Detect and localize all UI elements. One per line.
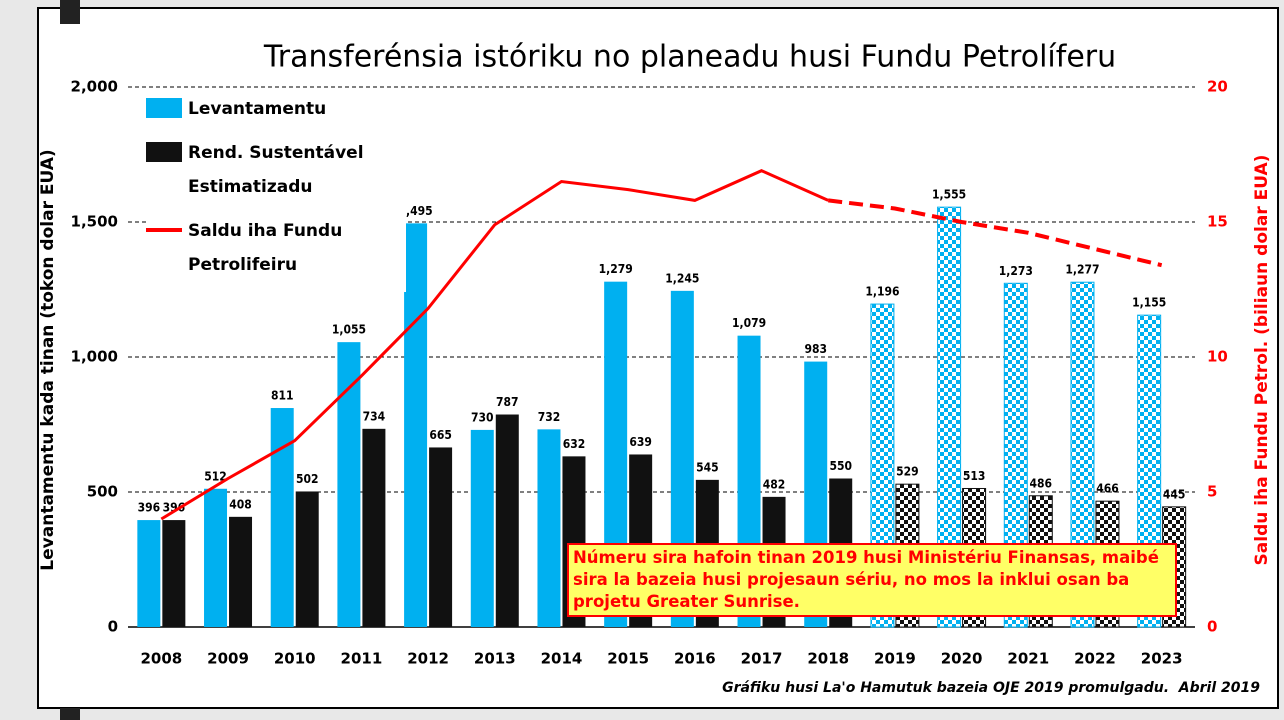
bar: [137, 520, 161, 627]
line: [160, 169, 829, 521]
data-label: 1,279: [599, 262, 633, 276]
x-tick-label: 2011: [341, 650, 383, 668]
y2-tick-label: 0: [1207, 618, 1217, 636]
x-tick-label: 2019: [874, 650, 916, 668]
bar: [495, 414, 519, 627]
x-tick-label: 2012: [407, 650, 449, 668]
data-label: 811: [271, 389, 294, 403]
legend-swatch: [146, 98, 182, 118]
bar: [162, 520, 186, 627]
data-label: 1,273: [999, 264, 1033, 278]
x-tick-label: 2008: [140, 650, 182, 668]
bar: [429, 447, 453, 627]
annotation: Númeru sira hafoin tinan 2019 husi Minis…: [567, 543, 1177, 617]
data-label: 529: [896, 465, 919, 479]
data-label: 732: [538, 410, 561, 424]
legend-swatch: [146, 142, 182, 162]
legend-item: Rend. Sustentável Estimatizadu: [146, 136, 406, 204]
x-tick-label: 2017: [741, 650, 783, 668]
data-label: 513: [963, 469, 986, 483]
x-tick-label: 2015: [607, 650, 649, 668]
bar: [204, 488, 228, 627]
bar: [270, 408, 294, 627]
bar: [670, 290, 694, 627]
data-label: 1,495: [399, 204, 433, 218]
data-label: 787: [496, 395, 519, 409]
line: [827, 198, 1163, 268]
legend-label: Rend. Sustentável Estimatizadu: [188, 143, 364, 197]
x-tick-label: 2022: [1074, 650, 1116, 668]
bar: [537, 429, 561, 627]
data-label: 734: [363, 409, 386, 423]
data-label: 1,245: [665, 271, 699, 285]
bar: [362, 428, 386, 627]
bar: [337, 342, 361, 627]
data-label: 1,277: [1065, 263, 1099, 277]
x-tick-label: 2009: [207, 650, 249, 668]
data-label: 466: [1096, 482, 1119, 496]
legend-label: Levantamentu: [188, 99, 327, 119]
y-tick-label: 1,500: [71, 213, 118, 231]
bar: [1003, 282, 1028, 628]
chart-title: Transferénsia istóriku no planeadu husi …: [263, 40, 1116, 75]
x-tick-label: 2016: [674, 650, 716, 668]
data-label: 512: [204, 469, 227, 483]
data-label: 486: [1030, 476, 1053, 490]
legend-swatch: [146, 228, 182, 232]
bar: [404, 223, 428, 627]
y-tick-label: 500: [87, 483, 118, 501]
legend-label: Saldu iha Fundu Petrolifeiru: [188, 221, 343, 275]
y-axis-title: Levantamentu kada tinan (tokon dolar EUA…: [38, 149, 58, 570]
x-tick-label: 2023: [1141, 650, 1183, 668]
bar: [470, 429, 494, 627]
data-label: 1,555: [932, 188, 966, 202]
bar: [937, 206, 962, 628]
data-label: 502: [296, 472, 319, 486]
data-label: 639: [629, 435, 652, 449]
corner-square: [60, 0, 80, 24]
y2-tick-label: 5: [1207, 483, 1217, 501]
bar: [1070, 281, 1095, 628]
x-tick-label: 2021: [1007, 650, 1049, 668]
data-label: 1,055: [332, 323, 366, 337]
data-label: 396: [163, 501, 186, 515]
source-note: Gráfiku husi La'o Hamutuk bazeia OJE 201…: [722, 680, 1260, 696]
legend: Levantamentu Rend. Sustentável Estimatiza…: [146, 92, 406, 292]
y2-tick-label: 10: [1207, 348, 1228, 366]
data-label: 730: [471, 410, 494, 424]
data-label: 408: [229, 497, 252, 511]
data-label: 1,196: [865, 285, 899, 299]
x-tick-label: 2014: [541, 650, 583, 668]
y-tick-label: 2,000: [71, 78, 118, 96]
bar: [295, 491, 319, 627]
x-tick-label: 2018: [807, 650, 849, 668]
data-label: 665: [429, 428, 452, 442]
legend-item: Levantamentu: [146, 92, 406, 126]
y2-tick-label: 20: [1207, 78, 1228, 96]
x-tick-label: 2020: [941, 650, 983, 668]
corner-square: [60, 708, 80, 720]
data-label: 396: [138, 501, 161, 515]
data-label: 545: [696, 460, 719, 474]
data-label: 1,079: [732, 316, 766, 330]
bar: [229, 516, 253, 627]
bar: [604, 281, 628, 627]
data-label: 632: [563, 437, 586, 451]
legend-item: Saldu iha Fundu Petrolifeiru: [146, 214, 406, 282]
x-tick-label: 2010: [274, 650, 316, 668]
y2-tick-label: 15: [1207, 213, 1228, 231]
y-tick-label: 1,000: [71, 348, 118, 366]
x-tick-label: 2013: [474, 650, 516, 668]
data-label: 983: [804, 342, 827, 356]
y-tick-label: 0: [108, 618, 118, 636]
y2-axis-title: Saldu iha Fundu Petrol. (biliaun dolar E…: [1252, 155, 1272, 566]
data-label: 482: [763, 477, 786, 491]
data-label: 1,155: [1132, 296, 1166, 310]
data-label: 550: [829, 459, 852, 473]
data-label: 445: [1163, 487, 1186, 501]
